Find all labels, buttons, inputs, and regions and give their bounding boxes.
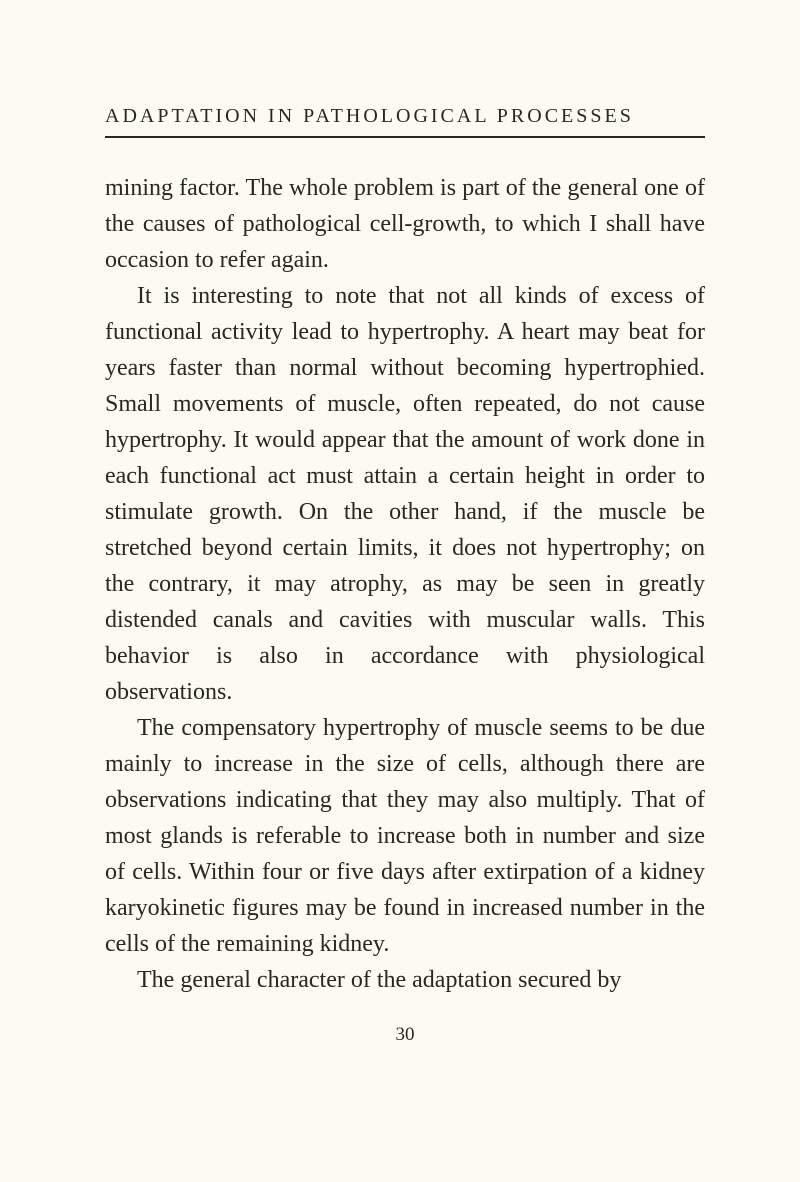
paragraph-2: It is interesting to note that not all k… (105, 278, 705, 710)
paragraph-1: mining factor. The whole problem is part… (105, 170, 705, 278)
running-header: ADAPTATION IN PATHOLOGICAL PROCESSES (105, 105, 705, 138)
paragraph-3: The compensatory hypertrophy of muscle s… (105, 710, 705, 962)
paragraph-4: The general character of the adaptation … (105, 962, 705, 998)
page-number: 30 (105, 1024, 705, 1046)
page-body: mining factor. The whole problem is part… (105, 170, 705, 998)
book-page: ADAPTATION IN PATHOLOGICAL PROCESSES min… (105, 105, 705, 1046)
